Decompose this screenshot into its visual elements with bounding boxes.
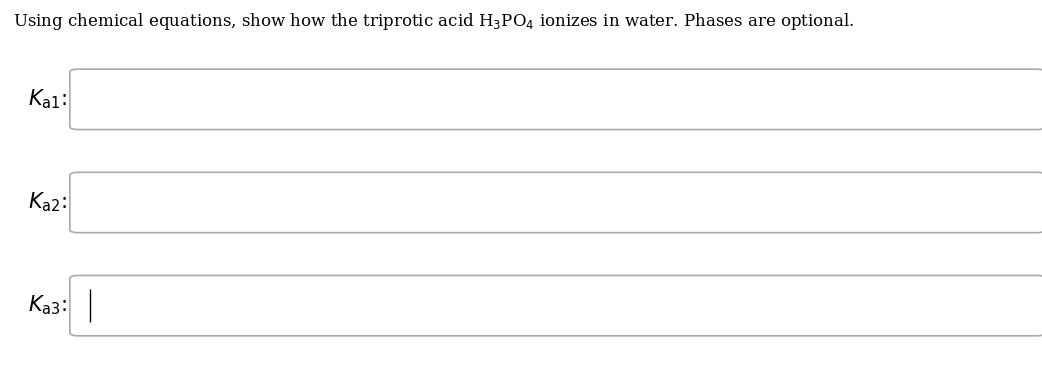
FancyBboxPatch shape [70, 69, 1042, 130]
Text: $\mathbf{\mathit{K}}_{\mathrm{a3}}$:: $\mathbf{\mathit{K}}_{\mathrm{a3}}$: [28, 294, 68, 317]
Text: Using chemical equations, show how the triprotic acid H$_3$PO$_4$ ionizes in wat: Using chemical equations, show how the t… [13, 11, 854, 32]
FancyBboxPatch shape [70, 275, 1042, 336]
FancyBboxPatch shape [70, 172, 1042, 232]
Text: $\mathbf{\mathit{K}}_{\mathrm{a1}}$:: $\mathbf{\mathit{K}}_{\mathrm{a1}}$: [28, 88, 68, 111]
Text: $\mathbf{\mathit{K}}_{\mathrm{a2}}$:: $\mathbf{\mathit{K}}_{\mathrm{a2}}$: [28, 191, 68, 214]
